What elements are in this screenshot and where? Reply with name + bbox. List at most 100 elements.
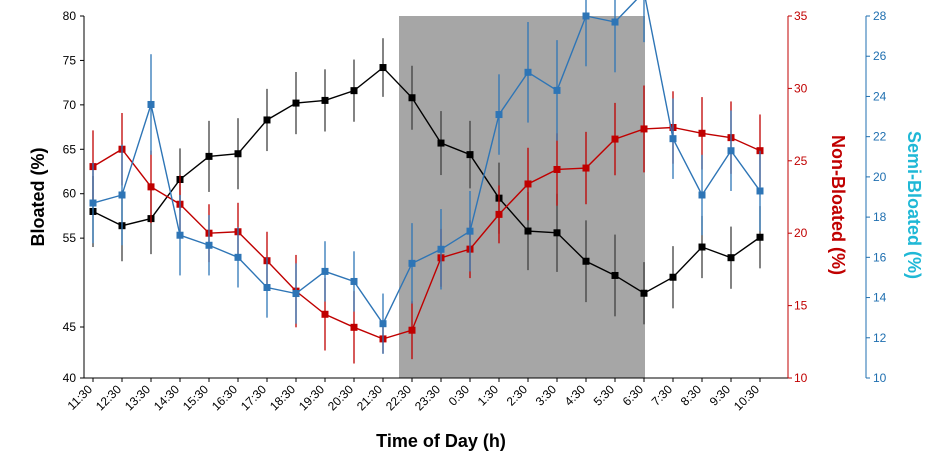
data-point [495,210,503,218]
x-tick-label: 0:30 [446,382,473,409]
x-tick-label: 8:30 [678,382,705,409]
data-point [524,180,532,188]
series-line [92,66,761,295]
series-layer [89,0,764,364]
data-point [582,257,590,265]
data-point [350,277,358,285]
data-point [524,68,532,76]
non-bloated-tick-label: 10 [794,371,808,385]
semi-bloated-tick-label: 22 [873,130,887,144]
x-tick-label: 1:30 [475,382,502,409]
semi-bloated-tick-label: 26 [873,49,887,63]
semi-bloated-tick-label: 20 [873,170,887,184]
non-bloated-tick-label: 20 [794,226,808,240]
data-point [350,323,358,331]
x-tick-label: 14:30 [151,382,182,413]
x-tick-label: 18:30 [267,382,298,413]
left-tick-label: 55 [63,231,77,245]
non-bloated-tick-label: 30 [794,81,808,95]
left-tick-label: 65 [63,142,77,156]
x-tick-label: 2:30 [504,382,531,409]
data-point [669,135,677,143]
left-tick-label: 60 [63,187,77,201]
data-point [292,290,300,298]
data-point [437,139,445,147]
data-point [611,18,619,26]
data-point [698,191,706,199]
x-tick-label: 4:30 [562,382,589,409]
semi-bloated-tick-label: 14 [873,291,887,305]
data-point [147,100,155,108]
x-tick-label: 5:30 [591,382,618,409]
data-point [727,147,735,155]
data-point [756,187,764,195]
x-tick-label: 10:30 [731,382,762,413]
semi-bloated-tick-label: 28 [873,9,887,23]
x-tick-label: 15:30 [180,382,211,413]
non-bloated-tick-label: 15 [794,299,808,313]
data-point [437,245,445,253]
data-point [756,233,764,241]
non-bloated-tick-label: 25 [794,154,808,168]
x-tick-label: 3:30 [533,382,560,409]
left-tick-label: 40 [63,371,77,385]
data-point [408,259,416,267]
data-point [466,227,474,235]
semi-bloated-tick-label: 18 [873,210,887,224]
series-line [92,0,761,326]
semi-bloated-tick-label: 16 [873,250,887,264]
data-point [524,227,532,235]
data-point [379,320,387,328]
x-tick-label: 11:30 [65,382,96,413]
series-semi-bloated [89,0,764,354]
x-tick-label: 20:30 [325,382,356,413]
dark-period-shading [399,16,645,378]
series-bloated [89,38,764,325]
data-point [89,199,97,207]
data-point [379,64,387,72]
data-point [118,191,126,199]
y-axis-title-bloated: Bloated (%) [28,147,48,246]
data-point [147,183,155,191]
left-tick-label: 80 [63,9,77,23]
x-tick-label: 21:30 [354,382,385,413]
data-point [611,271,619,279]
data-point [408,94,416,102]
data-point [640,125,648,133]
data-point [321,96,329,104]
left-tick-label: 70 [63,98,77,112]
data-point [205,152,213,160]
x-tick-label: 22:30 [383,382,414,413]
x-tick-label: 13:30 [122,382,153,413]
x-tick-label: 7:30 [649,382,676,409]
semi-bloated-tick-label: 24 [873,89,887,103]
x-tick-label: 16:30 [209,382,240,413]
data-point [553,229,561,237]
semi-bloated-tick-label: 12 [873,331,887,345]
x-tick-label: 9:30 [707,382,734,409]
data-point [466,151,474,159]
data-point [321,267,329,275]
data-point [263,116,271,124]
data-point [205,241,213,249]
data-point [176,231,184,239]
data-point [611,135,619,143]
data-point [698,243,706,251]
y-axis-title-non-bloated: Non-Bloated (%) [828,135,848,275]
data-point [756,147,764,155]
series-line [92,126,761,340]
left-tick-label: 45 [63,320,77,334]
x-tick-label: 19:30 [296,382,327,413]
data-point [234,150,242,158]
y-axis-title-semi-bloated: Semi-Bloated (%) [904,131,924,279]
data-point [408,326,416,334]
data-point [698,129,706,137]
semi-bloated-tick-label: 10 [873,371,887,385]
x-tick-label: 6:30 [620,382,647,409]
data-point [263,284,271,291]
data-point [321,310,329,318]
data-point [553,165,561,173]
non-bloated-tick-label: 35 [794,9,808,23]
data-point [350,87,358,95]
